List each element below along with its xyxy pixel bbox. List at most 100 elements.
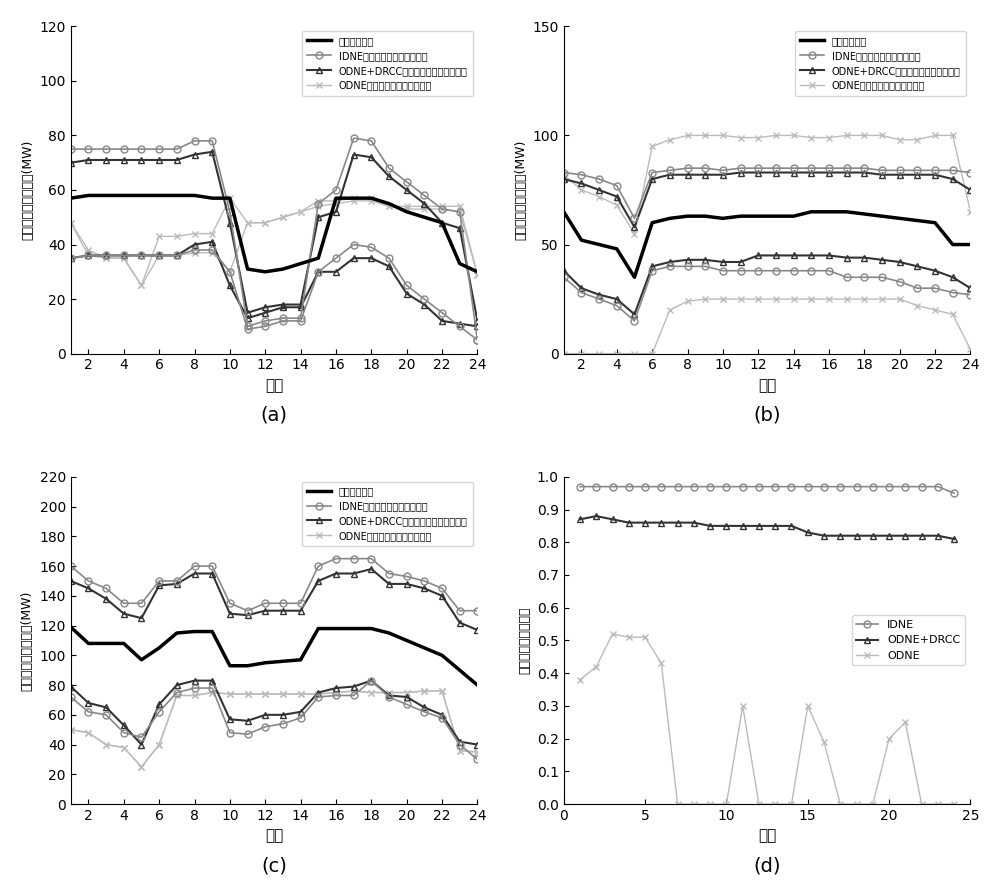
ODNE (932, 798, 944, 809)
IDNE方法可可消纳的上下边界 (135, 144, 147, 155)
风电预测出力 (277, 264, 289, 274)
IDNE方法可可消纳的上下边界 (171, 144, 183, 155)
ODNE方法可可消纳的上下边界 (330, 196, 342, 207)
ODNE+DRCC (867, 530, 879, 541)
风电预测出力 (206, 626, 218, 637)
ODNE方法可可消纳的上下边界 (259, 688, 271, 699)
ODNE+DRCC方法可可消纳的上下边界 (82, 155, 94, 165)
ODNE+DRCC方法可可消纳的上下边界 (118, 155, 130, 165)
ODNE+DRCC方法可可消纳的上下边界 (135, 155, 147, 165)
风电预测出力 (118, 638, 130, 649)
IDNE方法可可消纳的上下边界 (454, 207, 466, 217)
ODNE方法可可消纳的上下边界 (471, 746, 483, 757)
IDNE方法可可消纳的上下边界 (436, 583, 448, 594)
ODNE方法可可消纳的上下边界 (153, 739, 165, 750)
IDNE (737, 481, 749, 492)
风电预测出力 (858, 208, 870, 219)
IDNE方法可可消纳的上下边界 (436, 204, 448, 215)
ODNE+DRCC方法可可消纳的上下边界 (295, 605, 307, 616)
IDNE (655, 481, 667, 492)
IDNE方法可可消纳的上下边界 (224, 598, 236, 609)
ODNE方法可可消纳的上下边界 (135, 762, 147, 772)
风电预测出力 (575, 235, 587, 246)
风电预测出力 (401, 207, 413, 217)
IDNE方法可可消纳的上下边界 (628, 213, 640, 224)
IDNE方法可可消纳的上下边界 (153, 144, 165, 155)
ODNE方法可可消纳的上下边界 (100, 253, 112, 264)
ODNE (769, 798, 781, 809)
ODNE+DRCC方法可可消纳的上下边界 (118, 608, 130, 619)
Text: (b): (b) (753, 406, 781, 425)
ODNE (753, 798, 765, 809)
ODNE方法可可消纳的上下边界 (277, 212, 289, 223)
IDNE方法可可消纳的上下边界 (100, 583, 112, 594)
ODNE方法可可消纳的上下边界 (82, 245, 94, 256)
ODNE+DRCC方法可可消纳的上下边界 (664, 169, 676, 180)
IDNE (851, 481, 863, 492)
ODNE方法可可消纳的上下边界 (82, 728, 94, 738)
IDNE (834, 481, 846, 492)
风电预测出力 (418, 212, 430, 223)
风电预测出力 (65, 193, 77, 204)
Line: ODNE+DRCC方法可可消纳的上下边界: ODNE+DRCC方法可可消纳的上下边界 (67, 566, 481, 634)
ODNE (851, 798, 863, 809)
ODNE+DRCC (769, 520, 781, 531)
ODNE方法可可消纳的上下边界 (224, 193, 236, 204)
IDNE方法可可消纳的上下边界 (911, 165, 923, 176)
ODNE方法可可消纳的上下边界 (348, 193, 360, 204)
IDNE方法可可消纳的上下边界 (575, 169, 587, 180)
ODNE方法可可消纳的上下边界 (206, 687, 218, 698)
IDNE方法可可消纳的上下边界 (135, 598, 147, 609)
ODNE+DRCC (688, 518, 700, 528)
ODNE (883, 733, 895, 744)
ODNE+DRCC方法可可消纳的上下边界 (277, 299, 289, 310)
ODNE+DRCC方法可可消纳的上下边界 (224, 217, 236, 228)
IDNE (688, 481, 700, 492)
ODNE+DRCC (851, 530, 863, 541)
IDNE方法可可消纳的上下边界 (805, 163, 817, 173)
ODNE方法可可消纳的上下边界 (259, 217, 271, 228)
ODNE (785, 798, 797, 809)
ODNE+DRCC方法可可消纳的上下边界 (646, 173, 658, 184)
ODNE+DRCC方法可可消纳的上下边界 (242, 610, 254, 620)
ODNE+DRCC (916, 530, 928, 541)
X-axis label: 时段: 时段 (265, 378, 283, 393)
ODNE (672, 798, 684, 809)
Y-axis label: 可再生能力消纳能力(MW): 可再生能力消纳能力(MW) (21, 590, 34, 691)
ODNE方法可可消纳的上下边界 (436, 201, 448, 212)
风电预测出力 (135, 190, 147, 201)
ODNE+DRCC方法可可消纳的上下边界 (259, 605, 271, 616)
ODNE+DRCC方法可可消纳的上下边界 (418, 583, 430, 594)
风电预测出力 (100, 190, 112, 201)
ODNE+DRCC方法可可消纳的上下边界 (153, 155, 165, 165)
Legend: 风电预测出力, IDNE方法可可消纳的上下边界, ODNE+DRCC方法可可消纳的上下边界, ODNE方法可可消纳的上下边界: 风电预测出力, IDNE方法可可消纳的上下边界, ODNE+DRCC方法可可消纳… (302, 31, 473, 96)
IDNE方法可可消纳的上下边界 (277, 598, 289, 609)
ODNE方法可可消纳的上下边界 (823, 132, 835, 143)
IDNE方法可可消纳的上下边界 (947, 165, 959, 176)
风电预测出力 (471, 266, 483, 277)
风电预测出力 (82, 638, 94, 649)
IDNE (818, 481, 830, 492)
ODNE+DRCC方法可可消纳的上下边界 (189, 569, 201, 579)
风电预测出力 (365, 193, 377, 204)
ODNE (590, 662, 602, 672)
ODNE+DRCC (639, 518, 651, 528)
风电预测出力 (189, 190, 201, 201)
ODNE+DRCC (607, 514, 619, 525)
ODNE方法可可消纳的上下边界 (365, 687, 377, 698)
ODNE方法可可消纳的上下边界 (770, 130, 782, 140)
风电预测出力 (330, 193, 342, 204)
X-axis label: 时段: 时段 (758, 378, 776, 393)
ODNE+DRCC (932, 530, 944, 541)
ODNE (623, 632, 635, 643)
Line: 风电预测出力: 风电预测出力 (564, 212, 970, 277)
ODNE (916, 798, 928, 809)
IDNE (785, 481, 797, 492)
ODNE+DRCC方法可可消纳的上下边界 (135, 612, 147, 623)
IDNE方法可可消纳的上下边界 (65, 561, 77, 571)
ODNE+DRCC方法可可消纳的上下边界 (682, 169, 694, 180)
IDNE方法可可消纳的上下边界 (823, 163, 835, 173)
风电预测出力 (383, 198, 395, 209)
ODNE (607, 628, 619, 639)
ODNE方法可可消纳的上下边界 (348, 686, 360, 696)
